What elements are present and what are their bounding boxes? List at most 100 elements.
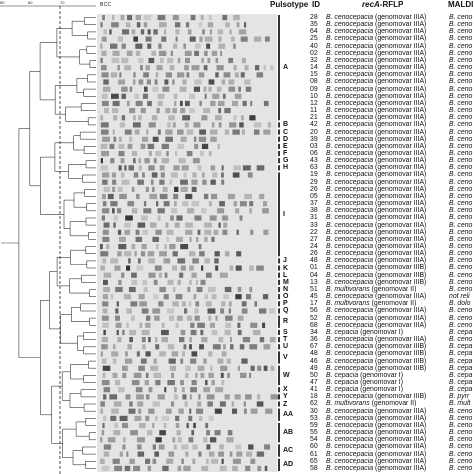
gel-band xyxy=(250,365,255,371)
gel-band xyxy=(136,437,145,443)
maldi-result: B. ceno xyxy=(449,192,473,200)
gel-band xyxy=(147,29,151,35)
gel-band xyxy=(254,129,260,135)
gel-band xyxy=(264,444,270,450)
gel-band xyxy=(177,143,185,149)
gel-band xyxy=(195,279,198,285)
gel-band xyxy=(201,465,209,471)
gel-band xyxy=(110,294,114,300)
gel-band xyxy=(119,122,125,128)
gel-band xyxy=(101,50,107,56)
gel-band xyxy=(138,294,145,300)
gel-band xyxy=(159,251,167,257)
gel-band xyxy=(175,294,183,300)
gel-band xyxy=(100,458,105,464)
gel-band xyxy=(221,380,225,386)
gel-band xyxy=(135,229,140,235)
gel-band xyxy=(212,344,221,350)
gel-band xyxy=(269,308,276,314)
reca-species: B. cenocepacia (genomovar IIIA) xyxy=(326,100,426,108)
gel-band xyxy=(113,401,122,407)
gel-band xyxy=(102,236,110,242)
gel-band xyxy=(249,208,253,214)
gel-band xyxy=(250,322,258,328)
reca-species: B. cenocepacia (genomovar IIIA) xyxy=(326,186,426,194)
gel-band xyxy=(270,365,275,371)
gel-band xyxy=(101,36,107,42)
gel-band xyxy=(180,179,188,185)
gel-band xyxy=(148,272,156,278)
gel-band xyxy=(159,22,167,28)
gel-band xyxy=(204,258,210,264)
gel-band xyxy=(174,387,177,393)
gel-band xyxy=(233,43,236,49)
genomovar-label: (genomovar IIIB) xyxy=(373,350,427,358)
gel-band xyxy=(193,136,197,142)
gel-band xyxy=(147,251,155,257)
gel-band xyxy=(176,236,183,242)
gel-band xyxy=(259,308,267,314)
gel-band xyxy=(213,229,219,235)
gel-band xyxy=(165,108,171,114)
gel-band xyxy=(180,108,186,114)
gel-band xyxy=(101,430,105,436)
reca-species: B. cenocepacia (genomovar IIIB) xyxy=(326,350,426,358)
gel-band xyxy=(140,65,143,71)
gel-band xyxy=(136,351,140,357)
maldi-result: B. cepa xyxy=(449,343,473,351)
gel-band xyxy=(257,394,261,400)
gel-band xyxy=(167,380,175,386)
pulsotype-label: A xyxy=(283,64,289,72)
gel-band xyxy=(211,236,215,242)
maldi-result: B. ceno xyxy=(449,250,473,258)
gel-band xyxy=(110,258,119,264)
gel-band xyxy=(131,29,136,35)
gel-band xyxy=(172,437,176,443)
gel-band xyxy=(157,208,165,214)
species-name: B. cenocepacia xyxy=(326,350,374,358)
gel-band xyxy=(194,308,199,314)
gel-band xyxy=(140,143,146,149)
gel-band xyxy=(236,251,242,257)
gel-band xyxy=(217,143,220,149)
gel-band xyxy=(219,401,226,407)
pulsotype-label: X xyxy=(283,386,288,394)
gel-band xyxy=(145,65,150,71)
gel-band xyxy=(209,29,212,35)
species-name: B. cenocepacia xyxy=(326,235,374,243)
gel-band xyxy=(167,122,171,128)
gel-band xyxy=(118,143,125,149)
gel-band xyxy=(207,401,213,407)
gel-band xyxy=(189,337,192,343)
gel-band xyxy=(204,222,212,228)
gel-band xyxy=(249,201,254,207)
gel-band xyxy=(158,444,165,450)
gel-band xyxy=(103,286,110,293)
gel-band xyxy=(119,451,123,457)
gel-band xyxy=(194,315,200,321)
gel-band xyxy=(242,337,251,343)
gel-band xyxy=(206,444,211,450)
gel-band xyxy=(143,72,149,78)
gel-band xyxy=(157,15,166,21)
gel-band xyxy=(100,265,105,271)
gel-band xyxy=(129,337,133,343)
genomovar-label: (genomovar IIIA) xyxy=(373,99,427,107)
gel-band xyxy=(203,193,209,200)
gel-band xyxy=(207,22,214,28)
reca-species: B. cenocepacia (genomovar IIIB) xyxy=(326,358,426,366)
reca-species: B. cepacia (genomovar I) xyxy=(326,386,403,394)
gel-band xyxy=(115,380,121,386)
isolate-id: 48 xyxy=(310,350,318,358)
gel-band xyxy=(211,380,215,386)
reca-species: B. cenocepacia (genomovar IIIA) xyxy=(326,200,426,208)
gel-band xyxy=(167,308,175,314)
gel-band xyxy=(110,72,118,78)
gel-band xyxy=(189,251,196,257)
gel-band xyxy=(133,465,141,471)
gel-band xyxy=(200,279,206,285)
gel-band xyxy=(114,265,121,271)
gel-band xyxy=(235,294,242,300)
gel-band xyxy=(224,329,231,336)
gel-band xyxy=(230,337,232,343)
